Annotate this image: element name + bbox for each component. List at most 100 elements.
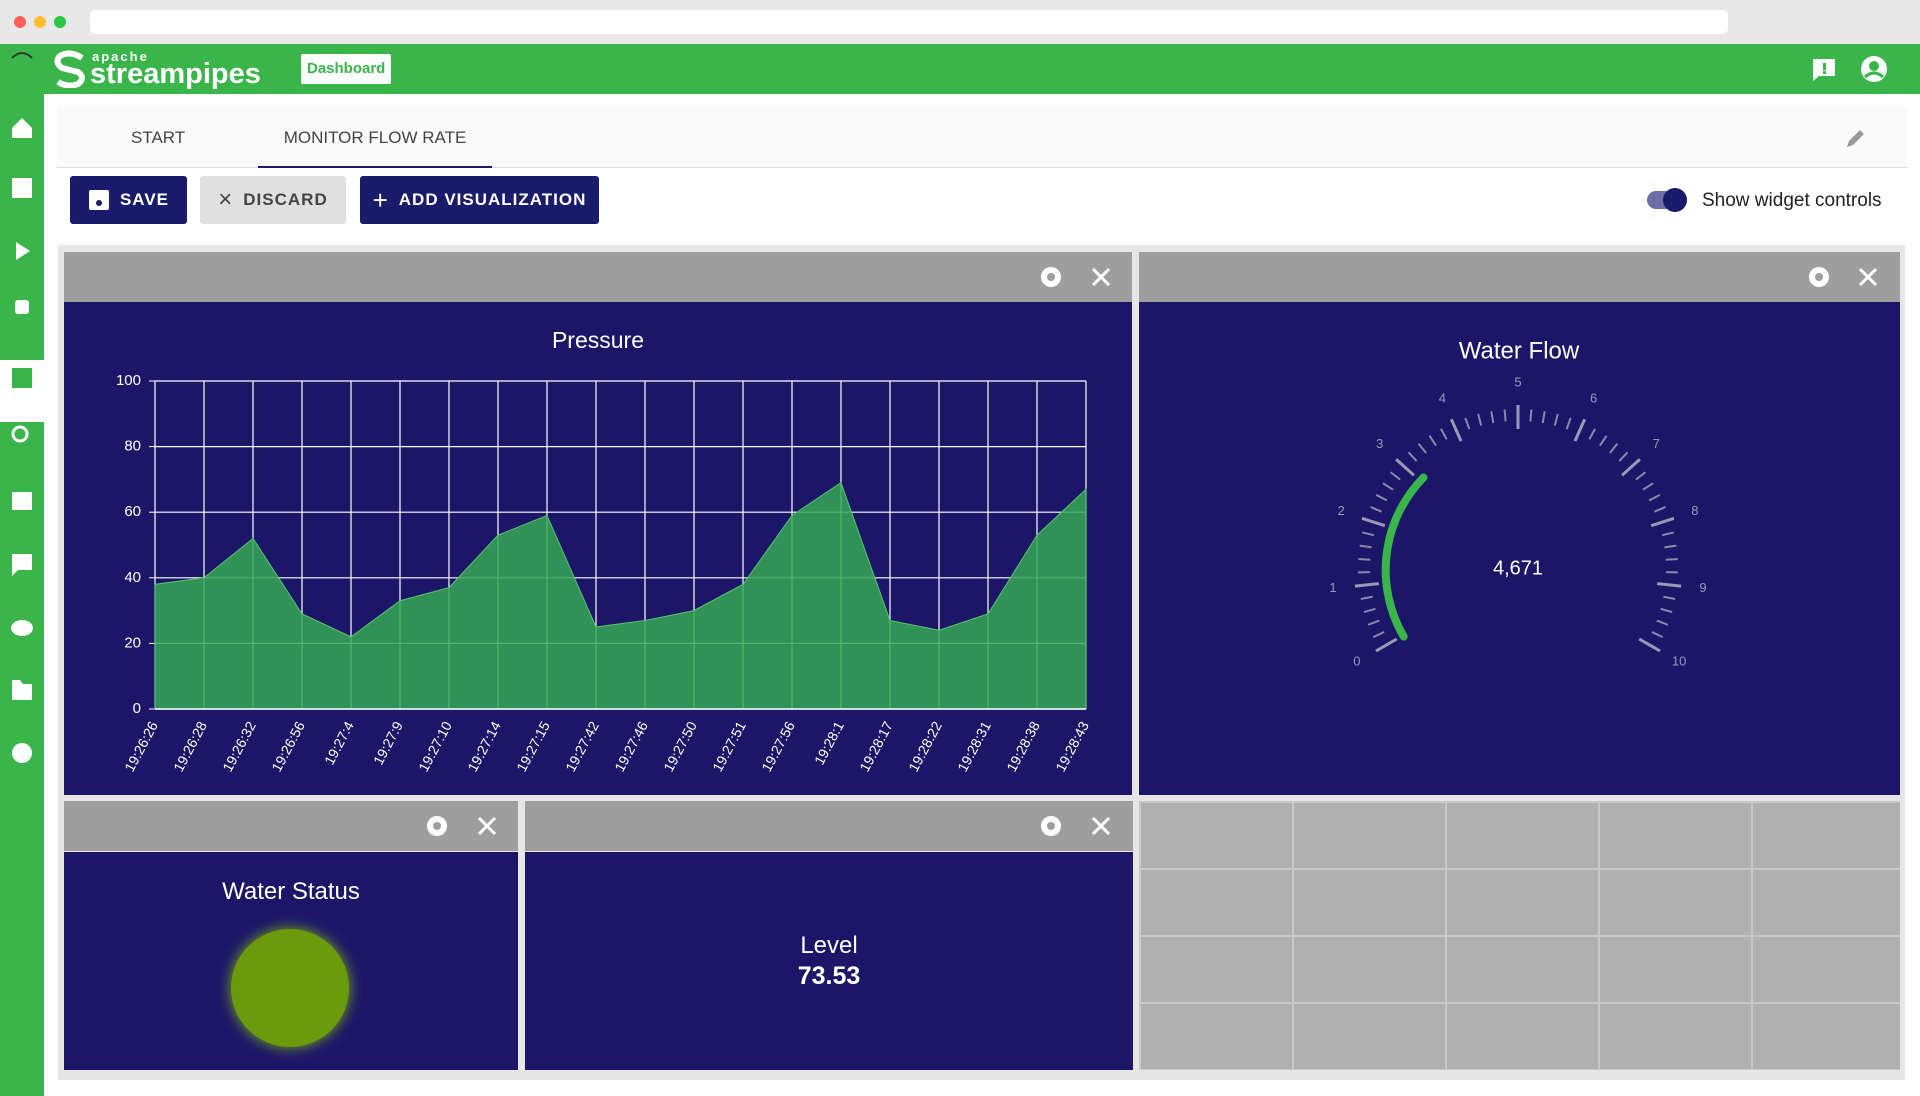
close-icon[interactable] (474, 813, 500, 839)
window-close[interactable] (14, 16, 26, 28)
gauge-minor-tick (1648, 493, 1661, 502)
add-button[interactable]: + ADD VISUALIZATION (360, 176, 599, 224)
widget-header (64, 801, 518, 851)
gauge-minor-tick (1609, 442, 1619, 454)
widget-body: Pressure 19:26:26 19:26:28 19:26:32 19:26:5… (64, 302, 1132, 795)
x-tick-label: 19:27:9 (370, 718, 406, 767)
gauge-minor-tick (1389, 471, 1401, 481)
gauge-minor-tick (1588, 428, 1596, 440)
status-title: Water Status (222, 878, 360, 905)
pressure-area (154, 481, 1087, 710)
gauge-tick-label: 1 (1329, 580, 1336, 595)
gauge-minor-tick (1477, 413, 1483, 426)
gauge-tick (1657, 582, 1682, 588)
x-tick-label: 19:28:38 (1003, 718, 1043, 774)
account-icon[interactable] (1860, 55, 1888, 83)
gauge-minor-tick (1375, 493, 1388, 502)
x-tick-label: 19:27:50 (660, 718, 700, 774)
x-tick-label: 19:26:32 (219, 718, 259, 774)
window-maximize[interactable] (54, 16, 66, 28)
files-icon[interactable] (12, 680, 32, 700)
close-icon[interactable] (1088, 813, 1114, 839)
save-button[interactable]: SAVE (70, 176, 187, 224)
tab[interactable]: START (131, 128, 186, 147)
chart-icon[interactable] (12, 368, 32, 388)
widget-body: Level 73.53 (525, 852, 1133, 1070)
x-tick-label: 19:28:43 (1052, 718, 1092, 774)
apps-icon[interactable] (12, 492, 32, 510)
top-bar: apache streampipes Dashboard (0, 44, 1920, 94)
gauge-tick-label: 2 (1337, 503, 1344, 518)
settings-icon[interactable] (12, 743, 32, 763)
toggle[interactable] (1647, 188, 1687, 212)
gear-icon[interactable] (1038, 264, 1064, 290)
add-label: ADD VISUALIZATION (398, 190, 587, 209)
gauge-minor-tick (1654, 506, 1666, 513)
gauge-minor-tick (1665, 557, 1678, 561)
gauge-minor-tick (1417, 442, 1427, 454)
gauge-tick (1638, 637, 1661, 653)
edit-icon[interactable] (1843, 127, 1867, 151)
pressure-chart: Pressure 19:26:26 19:26:28 19:26:32 19:26:5… (116, 327, 1092, 774)
y-tick-label: 20 (124, 634, 141, 651)
close-icon[interactable] (1855, 264, 1881, 290)
x-tick-label: 19:27:51 (709, 718, 749, 774)
gauge-minor-tick (1382, 482, 1394, 491)
widget-header (64, 252, 1132, 302)
gauge-minor-tick (1367, 619, 1380, 626)
dashboard-icon[interactable] (12, 178, 32, 198)
home-icon[interactable] (12, 118, 32, 138)
gear-icon[interactable] (1038, 813, 1064, 839)
close-icon[interactable] (1088, 264, 1114, 290)
gauge-tick-label: 8 (1691, 503, 1698, 518)
gauge-minor-tick (1660, 607, 1673, 613)
feedback-icon[interactable] (1810, 56, 1838, 84)
discard-button[interactable]: × DISCARD (200, 176, 346, 224)
gauge-minor-tick (1464, 417, 1471, 430)
x-tick-label: 19:27:46 (611, 718, 651, 774)
level-title: Level (800, 932, 858, 959)
gauge-minor-tick (1440, 428, 1448, 440)
pipeline-icon[interactable] (16, 242, 30, 260)
x-tick-label: 19:27:15 (513, 718, 553, 774)
widget-header (1139, 252, 1900, 302)
gauge-minor-tick (1642, 482, 1654, 491)
gauge-tick (1375, 637, 1398, 653)
gauge-minor-tick (1363, 607, 1376, 613)
menu-icon[interactable] (11, 52, 33, 59)
gear-icon[interactable] (1806, 264, 1832, 290)
gauge-tick-label: 4 (1439, 391, 1446, 406)
gauge-tick-label: 10 (1672, 653, 1686, 668)
gauge-minor-tick (1664, 544, 1677, 549)
gear-icon[interactable] (424, 813, 450, 839)
y-tick-label: 60 (124, 503, 141, 520)
tab-active[interactable]: MONITOR FLOW RATE (258, 128, 492, 168)
notification-icon[interactable] (12, 554, 32, 576)
y-tick-label: 100 (116, 372, 141, 389)
y-tick-label: 0 (133, 700, 141, 717)
gauge-minor-tick (1407, 451, 1418, 462)
sidebar (0, 44, 44, 1096)
gauge-minor-tick (1361, 531, 1375, 537)
level-value: 73.53 (797, 962, 861, 990)
empty-cell (1139, 801, 1900, 1070)
window-minimize[interactable] (34, 16, 46, 28)
x-tick-label: 19:28:1 (811, 718, 847, 767)
discard-icon: × (218, 186, 234, 213)
gauge-tick (1395, 458, 1415, 477)
gauge-tick-label: 7 (1653, 436, 1660, 451)
status-light (231, 929, 349, 1047)
download-icon[interactable] (11, 620, 33, 636)
gauge-minor-tick (1553, 413, 1559, 426)
connect-icon[interactable] (15, 300, 29, 314)
tab-bar: START MONITOR FLOW RATE (57, 107, 1907, 168)
gauge-minor-tick (1428, 435, 1437, 447)
gauge-minor-tick (1618, 451, 1629, 462)
flow-gauge: Water Flow 4,671 0 1 2 3 4 5 6 7 8 9 10 (1329, 337, 1706, 668)
search-icon[interactable] (11, 425, 29, 443)
address-bar[interactable] (90, 10, 1728, 34)
logo: streampipes (90, 58, 261, 90)
y-tick-label: 80 (124, 438, 141, 455)
